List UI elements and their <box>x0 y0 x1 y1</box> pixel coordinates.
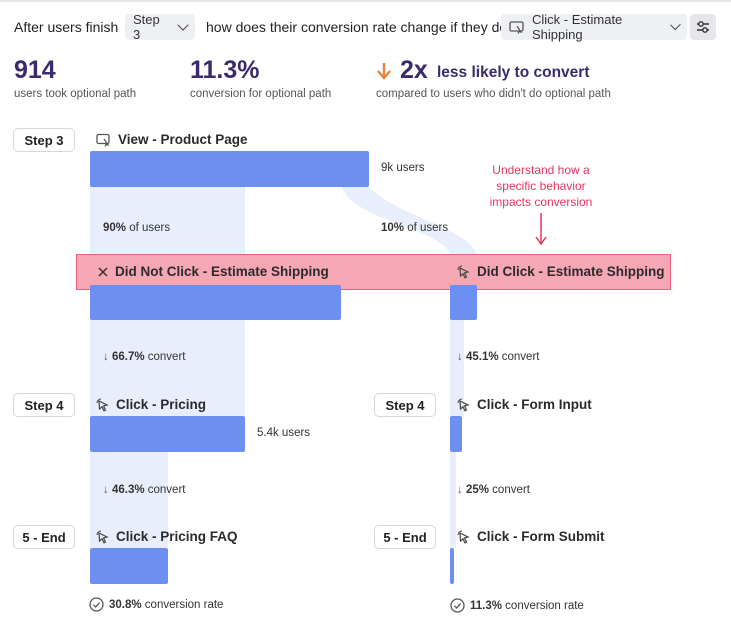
end-right-event-label: Click - Form Submit <box>477 529 605 544</box>
end-left-convert: ↓ 46.3% convert <box>103 484 185 496</box>
step-4-right-convert-pct: 45.1% <box>465 351 499 363</box>
step-4-left-event-label: Click - Pricing <box>116 397 207 412</box>
step-4-pill-right: Step 4 <box>374 393 436 417</box>
header-question: how does their conversion rate change if… <box>206 19 508 35</box>
split-right-pct: 10% of users <box>381 222 448 234</box>
end-right-convert-suffix: convert <box>488 484 530 496</box>
cursor-click-icon <box>457 265 471 279</box>
page-view-icon <box>96 133 112 147</box>
cursor-click-icon <box>457 530 471 544</box>
annotation-text: Understand how a specific behavior impac… <box>489 163 593 209</box>
step-4-left-bar[interactable] <box>90 416 245 452</box>
step-4-right-convert-suffix: convert <box>498 351 540 363</box>
arrow-down-small-icon: ↓ <box>103 484 112 496</box>
did-click-event: Did Click - Estimate Shipping <box>457 264 665 279</box>
did-not-click-event: Did Not Click - Estimate Shipping <box>97 264 329 279</box>
step-4-right-convert: ↓ 45.1% convert <box>457 351 539 363</box>
end-pill-right: 5 - End <box>374 525 436 549</box>
did-not-click-label-b: Not <box>140 264 164 279</box>
did-click-label: Did Click - Estimate Shipping <box>477 264 665 279</box>
header-prefix: After users finish <box>14 19 119 35</box>
step-4-left-convert: ↓ 66.7% convert <box>103 351 185 363</box>
arrow-down-small-icon: ↓ <box>103 351 112 363</box>
step-4-right-event-label: Click - Form Input <box>477 397 592 412</box>
end-left-convert-pct: 46.3% <box>111 484 145 496</box>
step-3-pill: Step 3 <box>13 128 75 152</box>
close-icon <box>97 266 109 278</box>
event-select[interactable]: Click - Estimate Shipping <box>501 12 687 42</box>
split-left-pct: 90% of users <box>103 222 170 234</box>
flow-right-col-3 <box>450 452 456 548</box>
stat-conversion-label: conversion for optional path <box>190 88 332 100</box>
step-select[interactable]: Step 3 <box>125 12 195 42</box>
end-right-rate-suffix: conversion rate <box>501 599 584 612</box>
stat-users-label: users took optional path <box>14 88 137 100</box>
end-left-convert-suffix: convert <box>144 484 186 496</box>
step-4-right-bar[interactable] <box>450 416 462 452</box>
step-4-left-convert-pct: 66.7% <box>111 351 145 363</box>
arrow-down-small-icon: ↓ <box>457 351 466 363</box>
settings-button[interactable] <box>690 14 716 40</box>
split-right-pct-suffix: of users <box>404 222 449 234</box>
step-3-bar[interactable] <box>90 151 369 187</box>
end-left-event-label: Click - Pricing FAQ <box>116 529 238 544</box>
cursor-click-icon <box>96 530 110 544</box>
end-right-convert-pct: 25% <box>465 484 489 496</box>
event-select-icon <box>509 20 525 34</box>
behavior-highlight <box>76 254 671 290</box>
step-4-left-convert-suffix: convert <box>144 351 186 363</box>
sliders-icon <box>697 21 709 33</box>
end-left-rate-suffix: conversion rate <box>141 598 224 611</box>
end-left-rate: 30.8% conversion rate <box>89 597 223 612</box>
arrow-down-icon <box>377 63 391 80</box>
split-right-pct-value: 10% <box>381 222 405 234</box>
step-3-event: View - Product Page <box>96 132 248 147</box>
end-left-bar[interactable] <box>90 548 168 584</box>
did-not-click-label-a: Did <box>115 264 141 279</box>
end-right-rate-pct: 11.3% <box>470 599 502 612</box>
top-border <box>0 0 731 2</box>
end-right-rate: 11.3% conversion rate <box>450 598 584 613</box>
did-click-bar[interactable] <box>450 285 477 320</box>
end-left-rate-pct: 30.8% <box>109 598 142 611</box>
step-4-left-event: Click - Pricing <box>96 397 206 412</box>
stat-likely-text: less likely to convert <box>437 64 590 81</box>
annotation-arrow-icon <box>535 213 547 246</box>
stat-likely-label: compared to users who didn't do optional… <box>376 88 611 100</box>
stat-likely-value: 2x <box>400 56 428 84</box>
split-left-pct-value: 90% <box>103 222 127 234</box>
flow-left-col-1 <box>90 187 245 254</box>
step-4-right-event: Click - Form Input <box>457 397 592 412</box>
step-4-left-users: 5.4k users <box>257 427 311 439</box>
end-right-bar[interactable] <box>450 548 454 584</box>
end-right-convert: ↓ 25% convert <box>457 484 530 496</box>
event-select-value: Click - Estimate Shipping <box>532 12 623 42</box>
check-circle-icon <box>89 597 104 612</box>
step-4-pill-left: Step 4 <box>13 393 75 417</box>
step-3-users: 9k users <box>381 162 425 174</box>
check-circle-icon <box>450 598 465 613</box>
flow-left-col-3 <box>90 452 168 548</box>
cursor-click-icon <box>457 398 471 412</box>
split-left-pct-suffix: of users <box>126 222 171 234</box>
cursor-click-icon <box>96 398 110 412</box>
end-right-event: Click - Form Submit <box>457 529 605 544</box>
end-left-event: Click - Pricing FAQ <box>96 529 238 544</box>
stat-conversion-value: 11.3% <box>190 56 260 84</box>
flow-right-col-2 <box>450 320 464 416</box>
did-not-click-bar[interactable] <box>90 285 341 320</box>
did-not-click-label-c: Click - Estimate Shipping <box>163 264 329 279</box>
arrow-down-small-icon: ↓ <box>457 484 466 496</box>
flow-left-col-2 <box>90 320 245 416</box>
step-select-value: Step 3 <box>133 12 160 42</box>
stat-users-value: 914 <box>14 56 56 84</box>
step-3-event-label: View - Product Page <box>118 132 248 147</box>
end-pill-left: 5 - End <box>13 525 75 549</box>
